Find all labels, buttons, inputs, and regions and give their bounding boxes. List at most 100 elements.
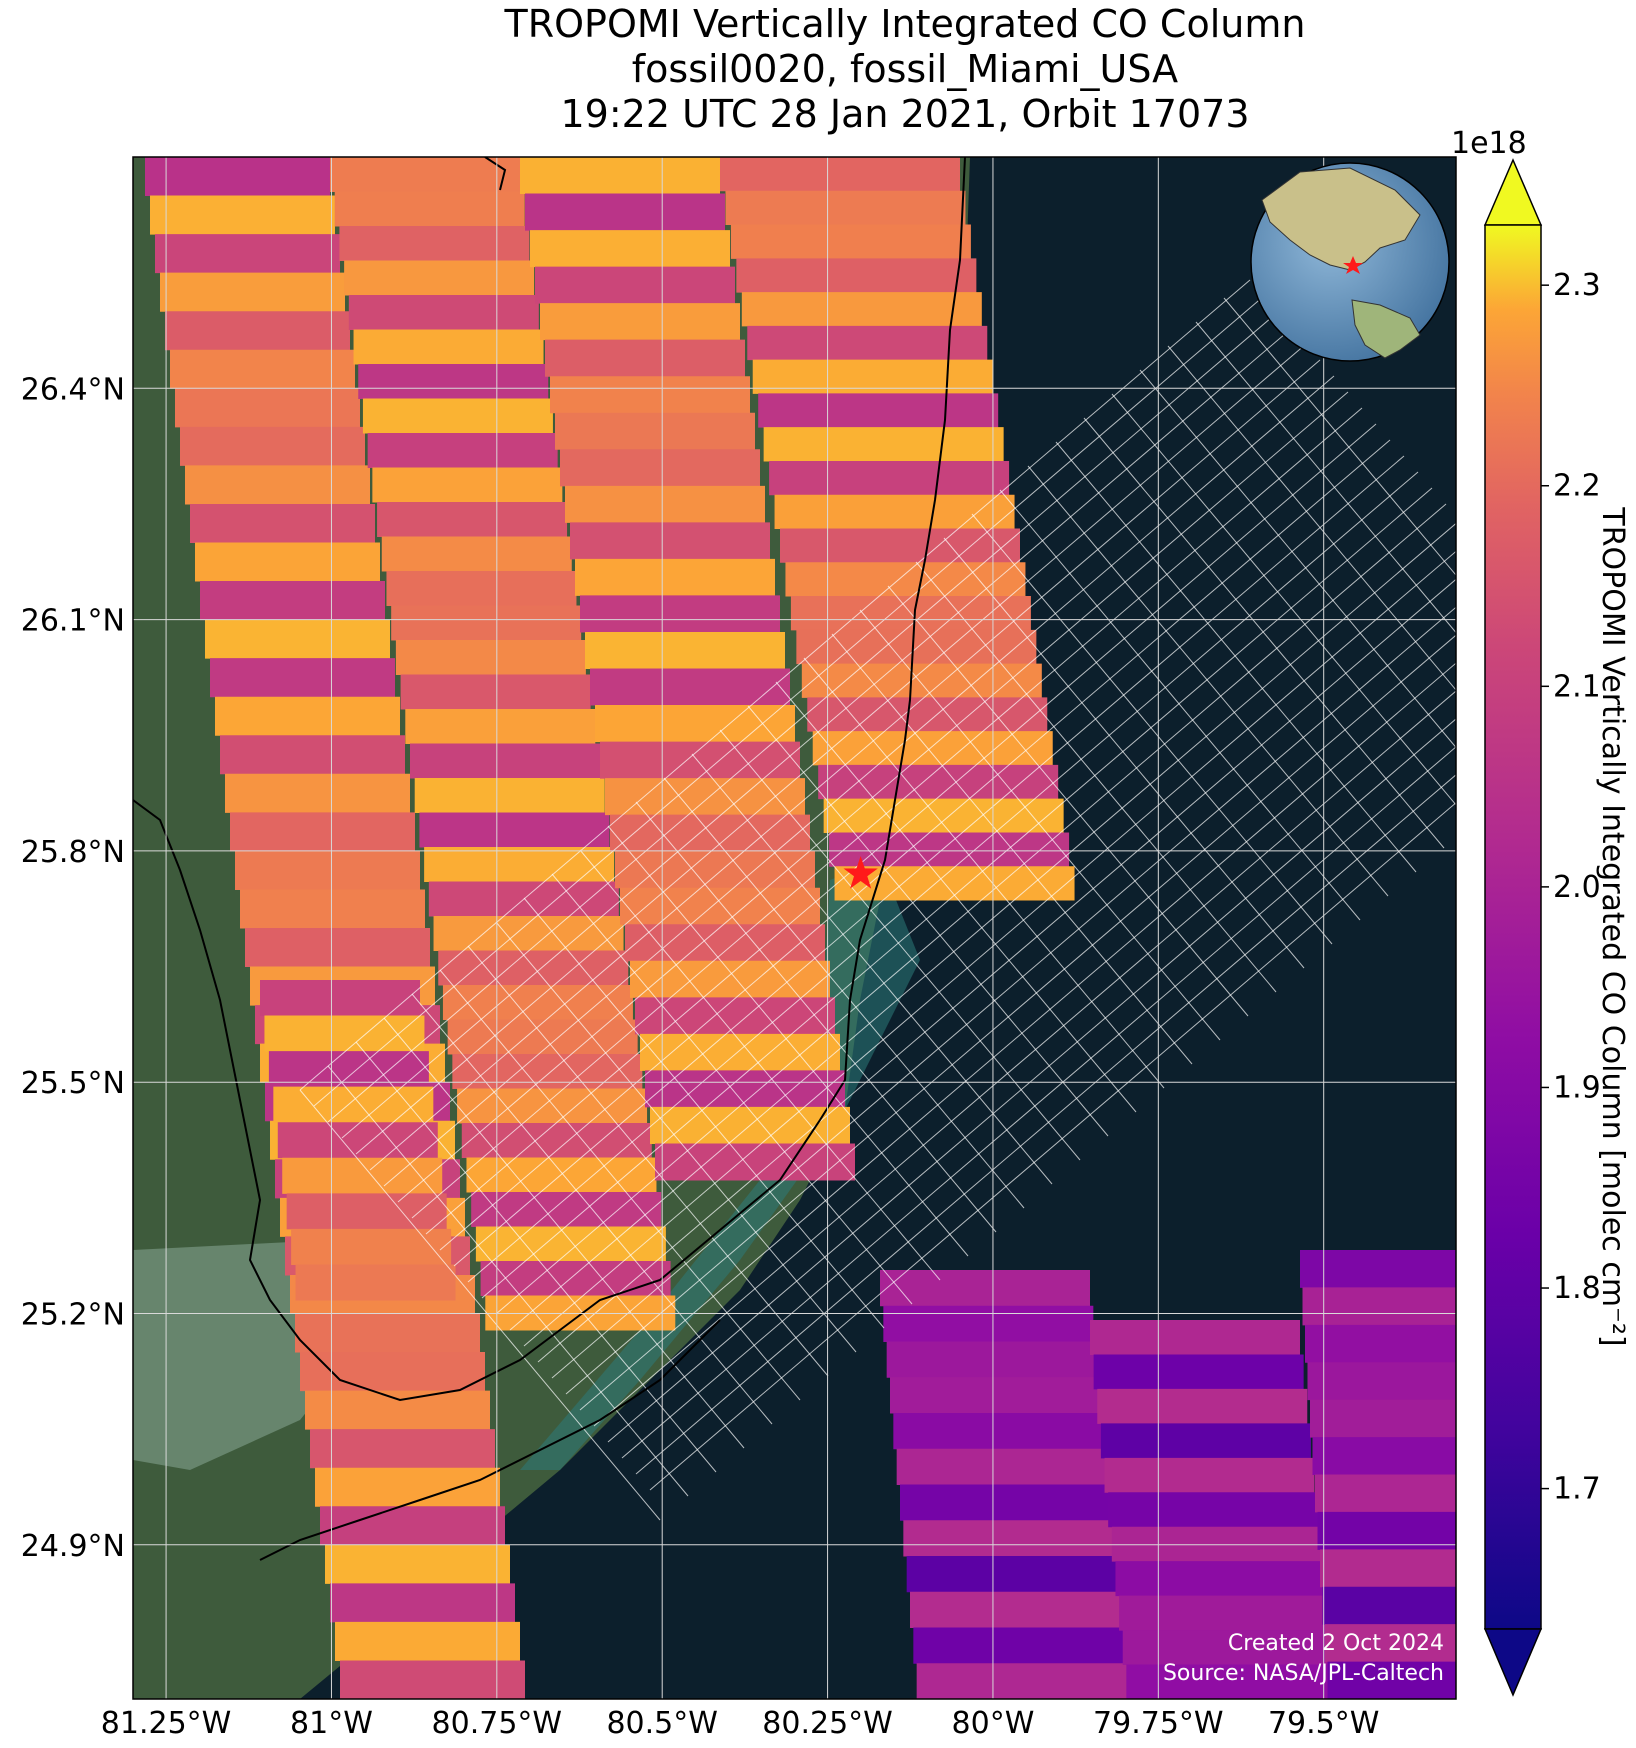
swath-pixel [240, 889, 425, 929]
grid-line [663, 777, 1025, 1209]
site-star-marker [843, 856, 878, 889]
swath-pixel [190, 503, 375, 543]
grid-line [299, 1089, 661, 1521]
swath-pixel [1317, 1511, 1456, 1550]
swath-pixel [1320, 1549, 1456, 1588]
map-panel: Created 2 Oct 2024 Source: NASA/JPL-Calt… [133, 157, 1456, 1699]
swath-pixel [386, 571, 577, 606]
longitude-tick-labels: 81.25°W 81°W 80.75°W 80.5°W 80.25°W 80°W 79.75… [101, 1706, 1380, 1741]
grid-line [523, 897, 885, 1329]
grid-line [439, 969, 801, 1401]
grid-line [1223, 297, 1456, 576]
swath-pixel [903, 1520, 1114, 1557]
chart-title: TROPOMI Vertically Integrated CO Column … [0, 2, 1636, 137]
grid-line [439, 439, 1391, 1251]
swath-pixel [550, 376, 750, 414]
swath-pixel [625, 924, 825, 962]
grid-line [1195, 321, 1456, 634]
swath-pixel [535, 266, 735, 304]
swath-pixel [585, 631, 785, 669]
swath-pixel [1312, 1437, 1456, 1475]
swath-pixel [1305, 1324, 1456, 1363]
swath-pixel [565, 485, 765, 523]
globe-north-america [1261, 167, 1421, 271]
colorbar-tick-label: 1.7 [1553, 1472, 1601, 1507]
swath-pixel [320, 1506, 505, 1546]
swath-pixel [295, 1264, 456, 1301]
grid-line [509, 522, 1456, 1331]
swath-pixel [273, 1086, 434, 1123]
colorbar-exponent: 1e18 [1451, 126, 1527, 161]
grid-line [355, 343, 1307, 1155]
grid-line [383, 375, 1335, 1187]
grid-line [859, 609, 1221, 1041]
swath-pixel [916, 1663, 1127, 1699]
swath-pixel [812, 731, 1053, 766]
grid-line [467, 471, 1419, 1283]
swath-pixel [1126, 1664, 1337, 1699]
lon-tick-label: 79.5°W [1268, 1706, 1379, 1741]
grid-line [383, 1017, 745, 1449]
swath-pixel [595, 705, 795, 743]
colorbar: 1e18 1.7 1.8 1.9 2.0 2.1 2.2 2.3 TROPOMI Verti… [1451, 126, 1630, 1697]
swath-pixel [310, 1429, 495, 1469]
lon-tick-label: 81.25°W [101, 1706, 232, 1741]
grid-line [551, 873, 913, 1305]
grid-line [1055, 441, 1417, 873]
swath-pixel [1300, 1250, 1456, 1288]
swath-pixel [334, 191, 525, 227]
lon-tick-label: 80°W [952, 1706, 1035, 1741]
swath-pixel [295, 1313, 480, 1353]
swath-pixel [362, 398, 553, 434]
swath-pixel [570, 522, 770, 560]
map-frame [132, 156, 1457, 1700]
swath-pixel [325, 1544, 510, 1584]
swath-pixel [880, 1270, 1090, 1307]
swath-pixel [225, 773, 410, 813]
coastline [133, 157, 966, 1402]
swath-pixel [150, 195, 335, 235]
swath-pixel [155, 234, 340, 274]
lat-tick-label: 25.5°N [21, 1066, 125, 1101]
grid-line [579, 662, 1456, 1411]
swath-pixel [747, 325, 988, 361]
swath-pixel [330, 157, 520, 192]
grid-line [341, 327, 1293, 1139]
credit-source: Source: NASA/JPL-Caltech [1163, 1661, 1444, 1686]
swath-pixel [471, 1192, 662, 1227]
swath-pixel [195, 542, 380, 582]
colorbar-tick-label: 2.3 [1553, 268, 1601, 303]
colorbar-ticks: 1.7 1.8 1.9 2.0 2.1 2.2 2.3 [1541, 268, 1601, 1507]
swath-pixel [200, 581, 385, 621]
swath-pixel [165, 311, 350, 351]
title-line-3: 19:22 UTC 28 Jan 2021, Orbit 17073 [560, 92, 1250, 136]
grid-line [1139, 369, 1456, 749]
swath-pixel [910, 1591, 1120, 1628]
swath-pixel [210, 658, 395, 698]
swath-pixel [286, 1193, 447, 1230]
swath-pixel [372, 467, 563, 503]
latitude-tick-labels: 26.4°N 26.1°N 25.8°N 25.5°N 25.2°N 24.9°N [21, 372, 125, 1564]
swath-pixel [215, 696, 400, 736]
swath-pixel [335, 1621, 520, 1661]
swath-pixel [763, 427, 1004, 462]
swath-pixel [590, 668, 790, 706]
swath-pixel [433, 916, 624, 951]
grid-line [1167, 345, 1456, 691]
title-line-2: fossil0020, fossil_Miami_USA [631, 47, 1179, 91]
colorbar-tick-label: 2.0 [1553, 870, 1601, 905]
swath-pixel [377, 502, 568, 537]
swath-pixel [414, 778, 605, 813]
grid-line [607, 825, 969, 1257]
swath-pixel [447, 1019, 638, 1055]
grid-line [411, 407, 1363, 1219]
lon-tick-label: 80.5°W [606, 1706, 717, 1741]
swath-pixel [801, 663, 1042, 698]
swath-pixel [245, 928, 430, 968]
swath-pixel [340, 1660, 525, 1699]
swath-pixel [268, 1051, 429, 1088]
swath-pixel [410, 743, 600, 779]
grid-line [369, 359, 1321, 1171]
lat-tick-label: 24.9°N [21, 1529, 125, 1564]
colorbar-tick-label: 1.8 [1553, 1271, 1601, 1306]
